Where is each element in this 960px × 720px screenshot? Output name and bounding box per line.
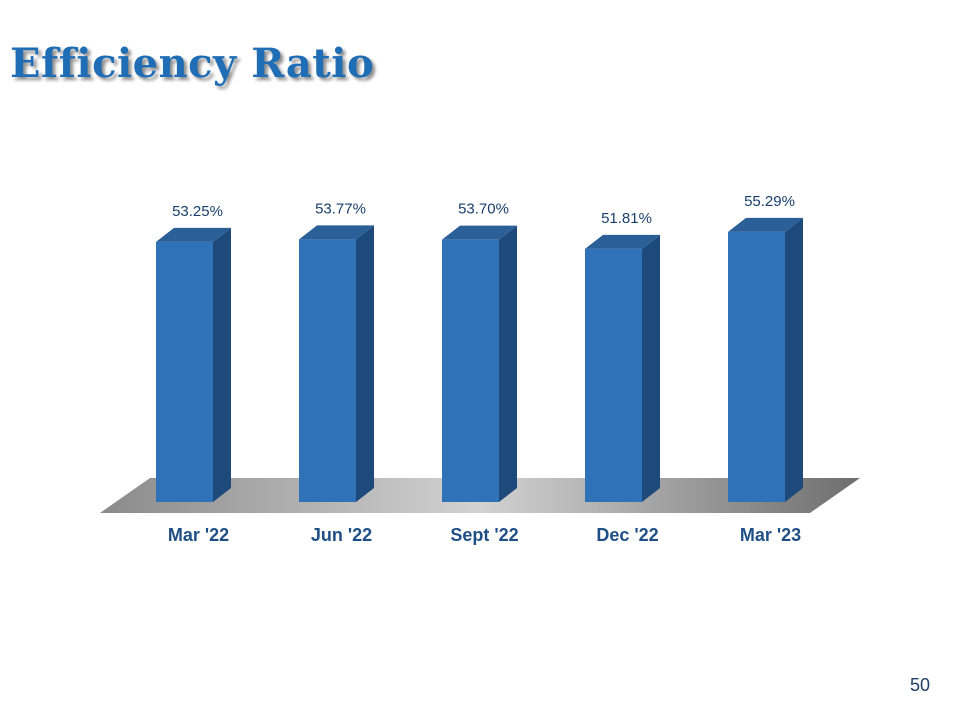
bar-side (785, 217, 803, 502)
value-label: 51.81% (601, 210, 652, 227)
bar-top (156, 227, 231, 242)
bar (299, 239, 356, 503)
bar-side (642, 234, 660, 502)
bar-top (728, 217, 803, 232)
bar-top (585, 234, 660, 249)
page-title: Efficiency Ratio (10, 40, 375, 87)
value-label: 53.77% (315, 200, 366, 217)
chart-x-axis-labels: Mar '22 Jun '22 Sept '22 Dec '22 Mar '23 (168, 525, 801, 545)
bar (728, 231, 785, 502)
bar-top (299, 225, 374, 240)
x-tick-label: Jun '22 (311, 525, 372, 545)
bar-side (213, 227, 231, 502)
x-tick-label: Mar '23 (740, 525, 801, 545)
x-tick-label: Mar '22 (168, 525, 229, 545)
page-number: 50 (909, 675, 930, 695)
value-label: 53.70% (458, 201, 509, 218)
x-tick-label: Dec '22 (596, 525, 658, 545)
bar (585, 248, 642, 502)
bar (442, 239, 499, 502)
x-tick-label: Sept '22 (450, 525, 518, 545)
bar (156, 241, 213, 502)
chart-bars (156, 217, 803, 503)
value-label: 53.25% (172, 203, 223, 220)
bar-side (499, 225, 517, 502)
bar-top (442, 225, 517, 240)
chart-value-labels: 53.25% 53.77% 53.70% 51.81% 55.29% (172, 193, 795, 227)
bar-side (356, 225, 374, 503)
value-label: 55.29% (744, 193, 795, 210)
